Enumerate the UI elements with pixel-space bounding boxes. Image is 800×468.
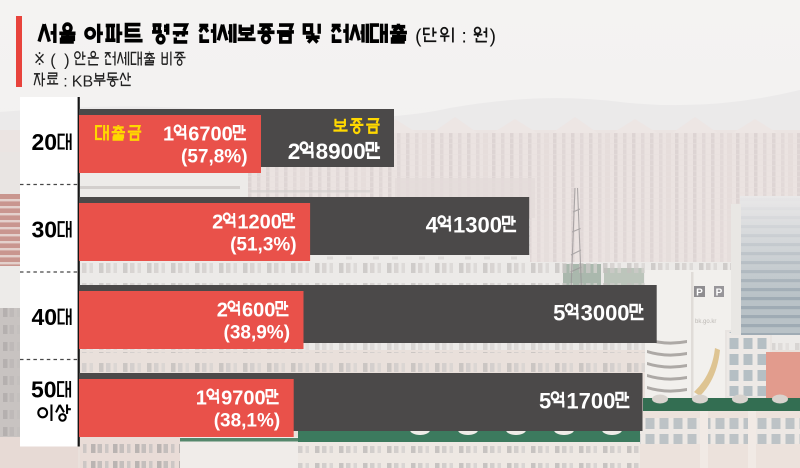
svg-text:8900: 8900 [316,139,366,164]
svg-text:KB: KB [72,74,93,91]
svg-text:6700: 6700 [188,124,233,146]
svg-text:2: 2 [217,300,228,322]
svg-text:(: ( [415,27,422,48]
svg-text:bk.go.kr: bk.go.kr [695,319,716,325]
svg-text:1700: 1700 [566,388,615,413]
svg-text:(51,3%): (51,3%) [230,235,297,256]
svg-text::: : [63,74,67,91]
svg-text:3000: 3000 [581,300,630,325]
svg-text:): ) [64,52,70,70]
svg-text::: : [462,27,467,48]
svg-text:5: 5 [539,388,551,413]
svg-text:9700: 9700 [221,388,266,410]
svg-text:1300: 1300 [453,212,502,237]
svg-text:): ) [490,27,496,48]
svg-text:30: 30 [32,217,58,243]
svg-text:P: P [716,288,723,299]
svg-text:20: 20 [32,129,58,155]
svg-text:1200: 1200 [237,212,282,234]
svg-text:P: P [696,288,703,299]
svg-text:2: 2 [212,212,223,234]
svg-text:(57,8%): (57,8%) [181,147,248,168]
svg-text:50: 50 [31,377,57,403]
svg-text:1: 1 [163,124,174,146]
svg-text:(38,9%): (38,9%) [224,323,291,344]
svg-text:1: 1 [196,388,207,410]
svg-text:5: 5 [553,300,565,325]
svg-text:2: 2 [288,139,301,164]
svg-text:40: 40 [32,304,58,330]
svg-text:(: ( [50,52,56,70]
svg-text:4: 4 [426,212,439,237]
svg-text:600: 600 [242,300,275,322]
svg-text:(38,1%): (38,1%) [214,411,281,432]
